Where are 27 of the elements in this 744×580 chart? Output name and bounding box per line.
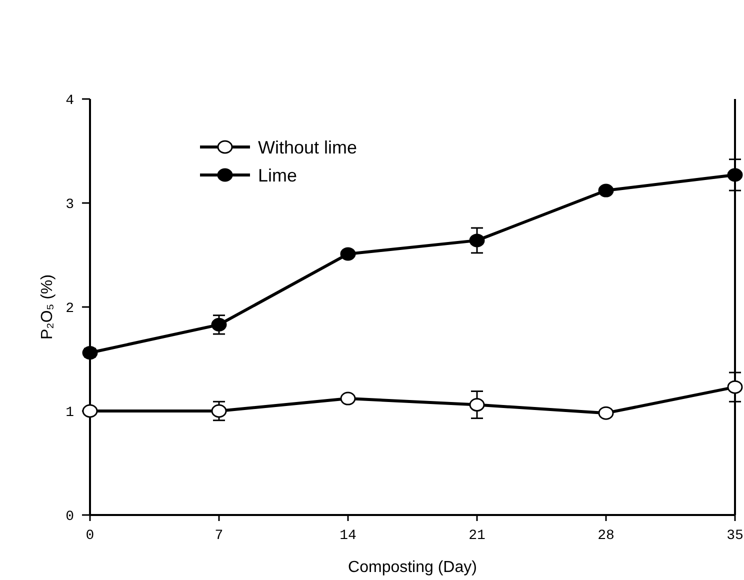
point (82, 404, 98, 418)
y-tick-label: 4 (66, 92, 74, 109)
point (469, 398, 485, 412)
x-tick-label: 7 (214, 528, 224, 544)
point (340, 392, 356, 406)
legend-label: Without lime (258, 137, 358, 158)
y-tick-label: 3 (66, 196, 74, 213)
point (469, 234, 485, 248)
y-axis-title: P₂O₅ (%) (39, 274, 56, 340)
point (598, 184, 614, 198)
x-tick-label: 28 (598, 528, 614, 544)
x-tick-label: 14 (340, 528, 356, 544)
x-tick-label: 21 (468, 528, 486, 544)
point (211, 404, 227, 418)
point (211, 318, 227, 332)
point (82, 346, 98, 360)
y-tick-label: 0 (66, 508, 74, 525)
point (598, 406, 614, 420)
point (727, 380, 743, 394)
x-tick-label: 35 (726, 528, 744, 544)
point (340, 247, 356, 261)
point (727, 168, 743, 182)
legend-label: Lime (258, 165, 298, 186)
x-tick-label: 0 (86, 528, 94, 544)
y-tick-label: 2 (66, 300, 74, 317)
y-tick-label: 1 (66, 404, 74, 421)
x-axis-title: Composting (Day) (348, 559, 477, 576)
